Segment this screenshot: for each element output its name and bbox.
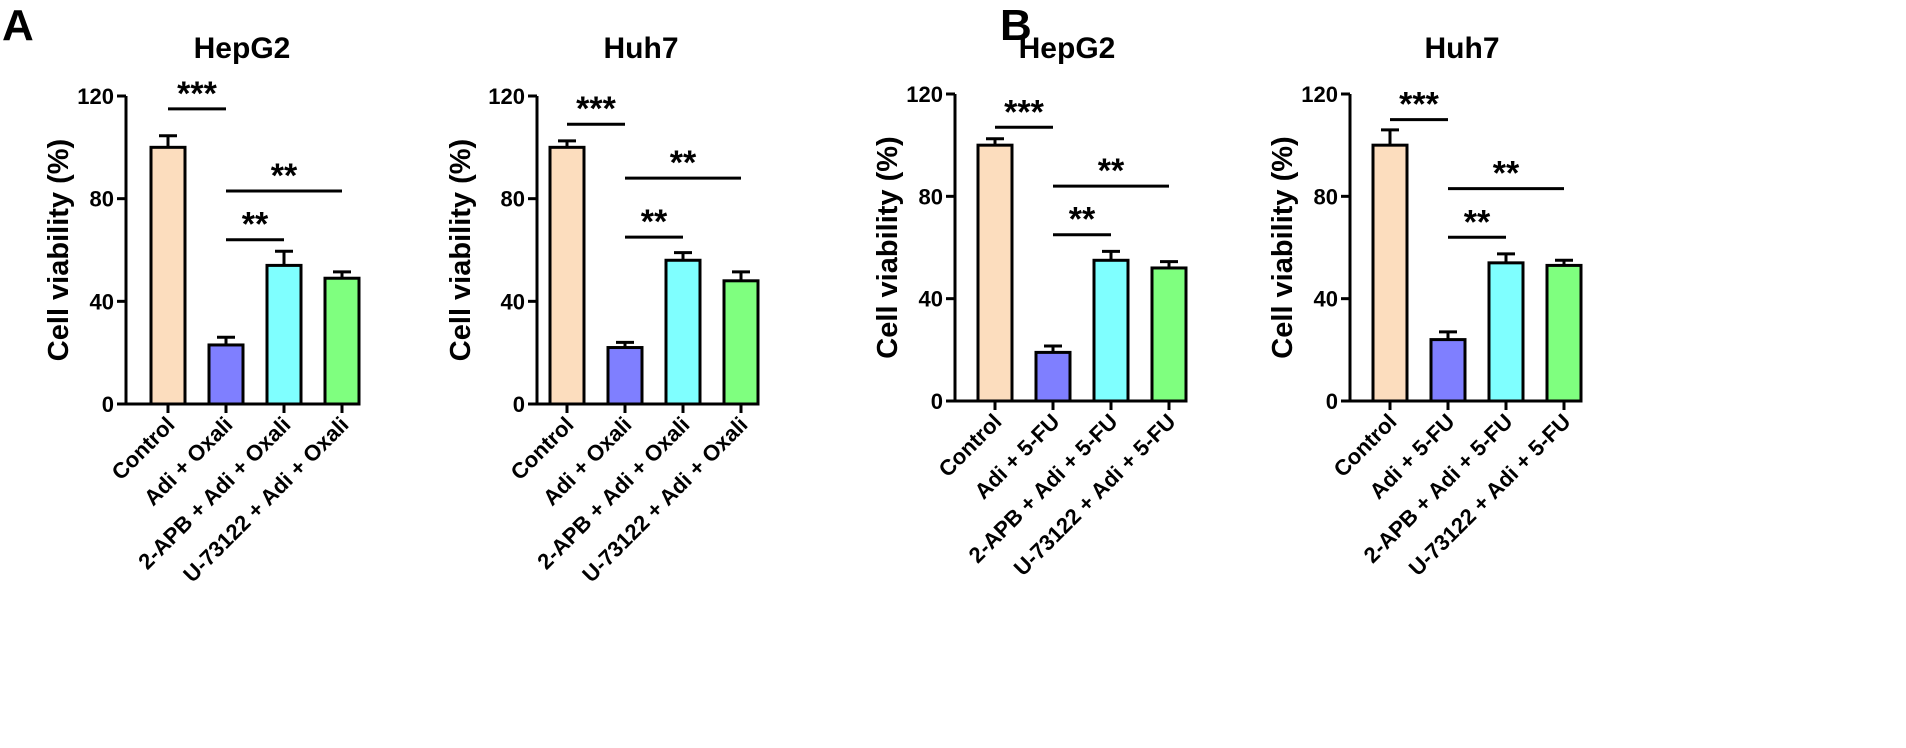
y-tick-label: 80 [90, 187, 114, 212]
y-tick-label: 0 [1326, 389, 1338, 414]
bar-adi-oxali [207, 343, 245, 406]
chart-title: HepG2 [194, 32, 291, 65]
chart-title: Huh7 [1425, 32, 1500, 65]
y-tick-label: 0 [513, 392, 525, 417]
y-tick-label: 120 [1301, 82, 1338, 107]
significance-label: ** [242, 206, 269, 244]
bar-u-73122-adi-5-fu [1545, 263, 1583, 403]
significance-label: ** [1493, 155, 1520, 193]
y-axis-label: Cell viability (%) [445, 139, 477, 361]
significance-label: *** [1004, 93, 1044, 131]
bar-control [149, 145, 187, 406]
y-tick-label: 120 [77, 84, 114, 109]
bar-2-apb-adi-5-fu [1092, 258, 1130, 403]
y-tick-label: 80 [501, 187, 525, 212]
bar-adi-oxali [606, 346, 644, 406]
significance-label: *** [1399, 86, 1439, 124]
significance-label: *** [576, 90, 616, 128]
bar-u-73122-adi-oxali [323, 276, 361, 406]
bar-control [1371, 143, 1409, 403]
bar-2-apb-adi-5-fu [1487, 261, 1525, 403]
bar-2-apb-adi-oxali [265, 263, 303, 406]
significance-label: ** [1464, 203, 1491, 241]
bar-u-73122-adi-5-fu [1150, 266, 1188, 403]
y-tick-label: 40 [501, 289, 525, 314]
y-tick-label: 80 [919, 184, 943, 209]
significance-label: ** [641, 203, 668, 241]
significance-label: *** [177, 75, 217, 113]
significance-label: ** [271, 157, 298, 195]
chart-title: HepG2 [1019, 32, 1116, 65]
y-tick-label: 0 [931, 389, 943, 414]
y-axis-label: Cell viability (%) [43, 139, 75, 361]
y-tick-label: 120 [488, 84, 525, 109]
y-tick-label: 40 [1314, 287, 1338, 312]
bar-control [548, 145, 586, 406]
significance-label: ** [670, 144, 697, 182]
bar-u-73122-adi-oxali [722, 279, 760, 406]
bar-adi-5-fu [1429, 338, 1467, 403]
panel-letter-b: B [1000, 1, 1032, 50]
panel-letter-a: A [2, 1, 34, 50]
bar-control [976, 143, 1014, 403]
bar-2-apb-adi-oxali [664, 258, 702, 406]
y-tick-label: 0 [102, 392, 114, 417]
bar-adi-5-fu [1034, 350, 1072, 403]
y-axis-label: Cell viability (%) [1267, 136, 1299, 358]
significance-label: ** [1069, 201, 1096, 239]
significance-label: ** [1098, 152, 1125, 190]
chart-title: Huh7 [604, 32, 679, 65]
y-axis-label: Cell viability (%) [872, 136, 904, 358]
y-tick-label: 120 [906, 82, 943, 107]
y-tick-label: 80 [1314, 184, 1338, 209]
y-tick-label: 40 [919, 287, 943, 312]
y-tick-label: 40 [90, 289, 114, 314]
